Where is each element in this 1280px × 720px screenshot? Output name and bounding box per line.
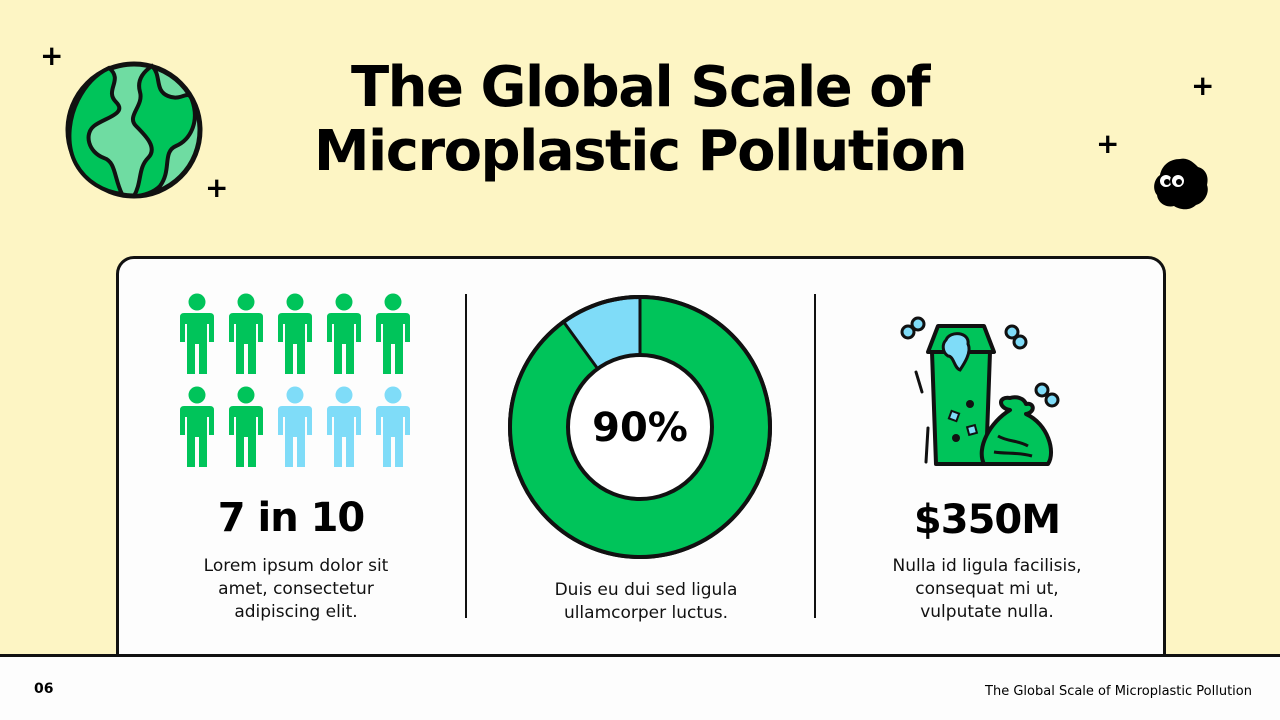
description-line: vulputate nulla. xyxy=(920,602,1054,622)
person-icon xyxy=(376,386,410,467)
person-icon xyxy=(278,293,312,374)
person-icon xyxy=(180,293,214,374)
description-line: amet, consectetur xyxy=(218,579,374,599)
stat-description-people: Lorem ipsum dolor sit amet, consectetur … xyxy=(146,555,446,624)
stat-description-donut: Duis eu dui sed ligula ullamcorper luctu… xyxy=(496,579,796,625)
person-icon xyxy=(229,293,263,374)
column-divider xyxy=(465,294,467,618)
description-line: ullamcorper luctus. xyxy=(563,603,729,623)
sparkle-icon: + xyxy=(205,171,229,204)
trash-bin-icon xyxy=(900,316,1060,466)
footer-title: The Global Scale of Microplastic Polluti… xyxy=(985,684,1252,699)
sparkle-icon: + xyxy=(40,39,64,72)
stat-value-cost: $350M xyxy=(913,497,1061,543)
donut-outline xyxy=(508,295,772,559)
person-icon xyxy=(327,293,361,374)
sparkle-icon: + xyxy=(1096,127,1120,160)
slide-title: The Global Scale of Microplastic Polluti… xyxy=(0,56,1280,184)
description-line: consequat mi ut, xyxy=(915,579,1059,599)
person-icon xyxy=(229,386,263,467)
description-line: adipiscing elit. xyxy=(234,602,358,622)
stat-value-people: 7 in 10 xyxy=(217,495,366,541)
title-line-2: Microplastic Pollution xyxy=(313,119,968,184)
person-icon xyxy=(278,386,312,467)
donut-chart: 90% xyxy=(508,295,772,559)
description-line: Duis eu dui sed ligula xyxy=(554,580,738,600)
description-line: Lorem ipsum dolor sit xyxy=(203,556,389,576)
page-number: 06 xyxy=(34,681,54,697)
sparkle-icon: + xyxy=(1191,69,1215,102)
donut-center-label: 90% xyxy=(592,405,688,451)
slide-footer: 06 The Global Scale of Microplastic Poll… xyxy=(0,654,1280,720)
globe-icon xyxy=(65,61,203,199)
people-icon xyxy=(180,293,410,467)
person-icon xyxy=(327,386,361,467)
stat-description-cost: Nulla id ligula facilisis, consequat mi … xyxy=(837,555,1137,624)
column-divider xyxy=(814,294,816,618)
description-line: Nulla id ligula facilisis, xyxy=(892,556,1082,576)
donut-hole xyxy=(566,353,714,501)
blob-character-icon xyxy=(1154,158,1208,210)
title-line-1: The Global Scale of xyxy=(350,55,931,120)
person-icon xyxy=(180,386,214,467)
person-icon xyxy=(376,293,410,374)
